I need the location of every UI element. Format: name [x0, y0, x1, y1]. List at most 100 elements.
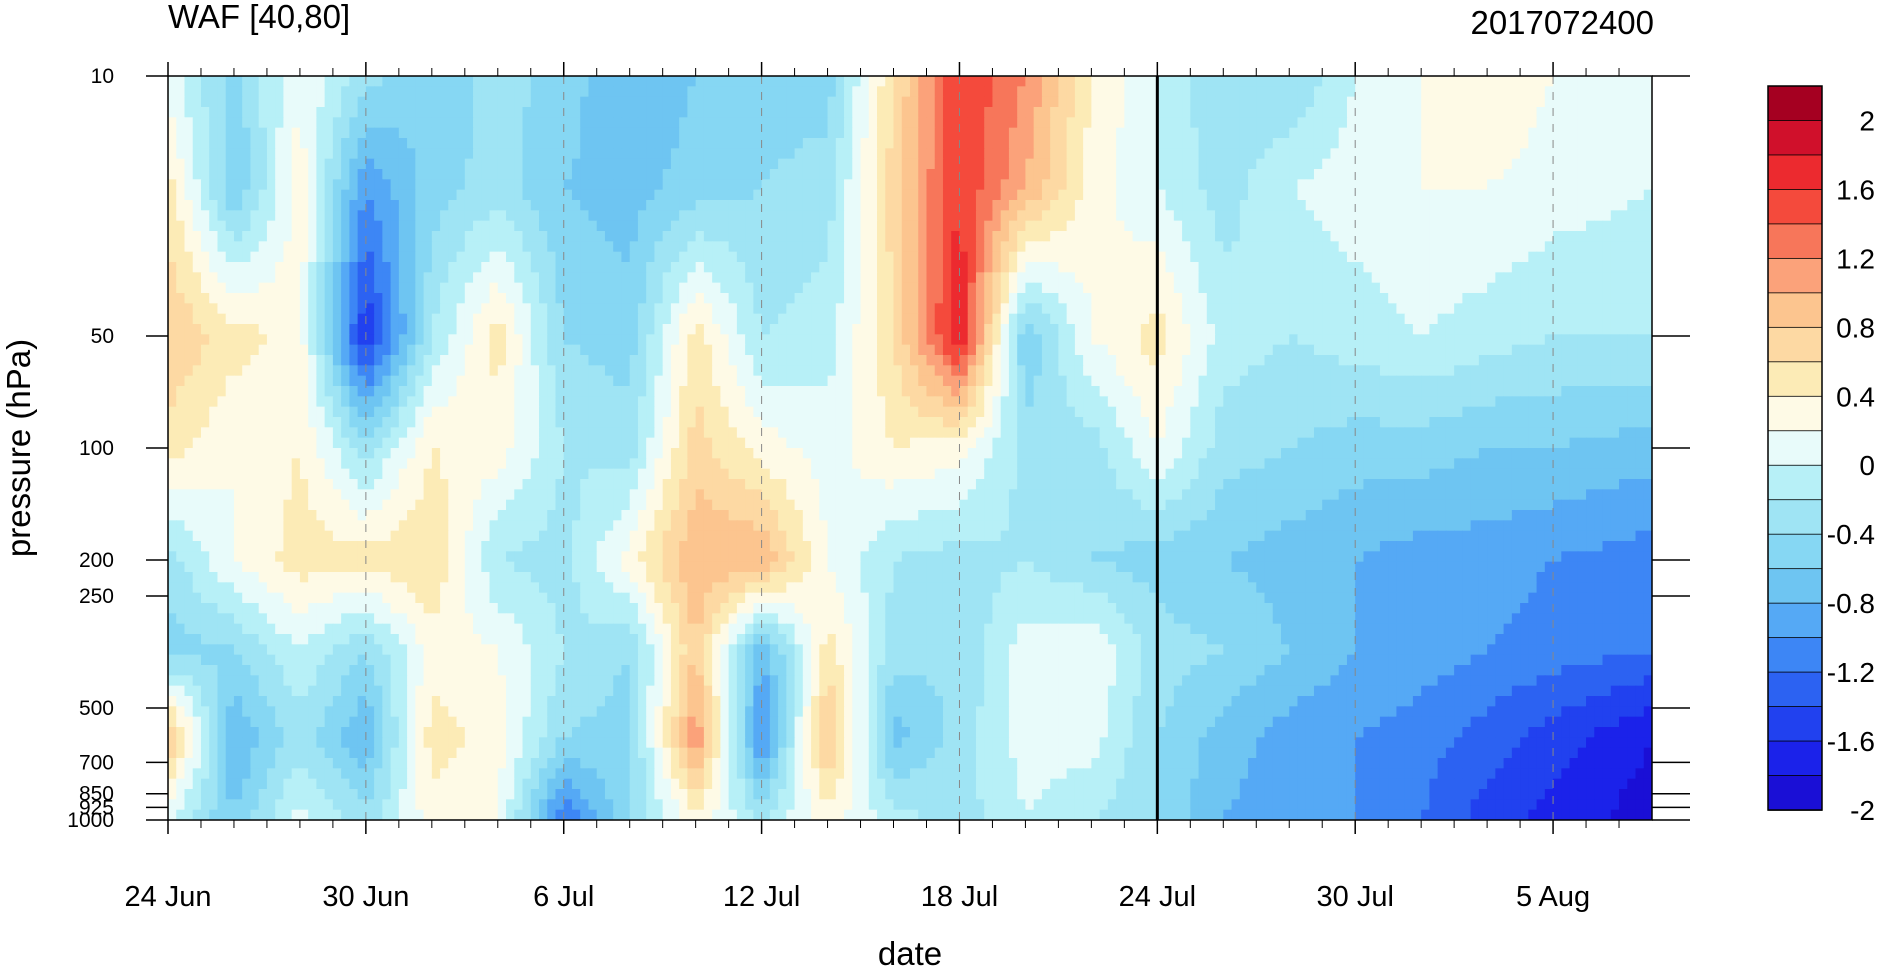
field-cell: [1643, 86, 1652, 98]
field-cell: [1157, 158, 1167, 170]
field-cell: [1248, 293, 1257, 304]
field-cell: [942, 272, 952, 284]
field-cell: [1305, 179, 1315, 191]
field-cell: [440, 303, 449, 315]
field-cell: [1602, 313, 1612, 325]
field-cell: [1610, 189, 1620, 201]
field-cell: [1388, 334, 1398, 346]
field-cell: [1206, 303, 1216, 315]
field-cell: [1091, 169, 1101, 180]
field-cell: [1124, 272, 1134, 284]
field-cell: [217, 313, 227, 325]
field-cell: [1330, 241, 1340, 253]
field-cell: [1215, 293, 1224, 304]
field-cell: [844, 344, 853, 356]
field-cell: [942, 313, 952, 325]
field-cell: [975, 231, 985, 242]
field-cell: [382, 117, 392, 129]
field-cell: [1363, 303, 1373, 315]
field-cell: [951, 148, 961, 160]
field-cell: [1107, 127, 1117, 139]
field-cell: [374, 148, 383, 160]
field-cell: [811, 272, 820, 284]
field-cell: [530, 251, 540, 263]
field-cell: [745, 251, 754, 263]
field-cell: [1561, 107, 1571, 118]
field-cell: [316, 272, 326, 284]
field-cell: [1231, 86, 1241, 98]
field-cell: [266, 324, 276, 335]
field-cell: [225, 158, 235, 170]
field-cell: [1610, 169, 1620, 180]
field-cell: [250, 179, 260, 191]
field-cell: [918, 324, 928, 335]
field-cell: [1157, 251, 1167, 263]
field-cell: [1132, 107, 1142, 118]
field-cell: [1429, 200, 1439, 211]
field-cell: [1050, 210, 1059, 222]
field-cell: [1107, 169, 1117, 180]
field-cell: [835, 138, 845, 149]
field-cell: [1231, 107, 1241, 118]
field-cell: [885, 220, 895, 232]
field-cell: [266, 148, 276, 160]
field-cell: [1050, 241, 1059, 253]
field-cell: [720, 127, 730, 139]
field-cell: [1503, 169, 1513, 180]
field-cell: [934, 189, 944, 201]
field-cell: [1107, 107, 1117, 118]
field-cell: [1503, 127, 1513, 139]
field-cell: [769, 355, 779, 366]
field-cell: [1256, 231, 1266, 242]
field-cell: [1017, 210, 1027, 222]
field-cell: [176, 86, 186, 98]
field-cell: [514, 189, 524, 201]
field-cell: [200, 158, 210, 170]
field-cell: [1248, 241, 1257, 253]
field-cell: [1429, 210, 1439, 222]
field-cell: [258, 262, 268, 273]
field-cell: [431, 344, 441, 356]
field-cell: [769, 334, 779, 346]
field-cell: [1454, 158, 1463, 170]
field-cell: [539, 231, 548, 242]
field-cell: [1149, 241, 1158, 253]
field-cell: [1635, 262, 1645, 273]
field-cell: [769, 138, 779, 149]
field-cell: [1083, 355, 1092, 366]
field-cell: [423, 138, 433, 149]
field-cell: [1561, 138, 1571, 149]
field-cell: [1132, 200, 1142, 211]
field-cell: [646, 303, 656, 315]
field-cell: [654, 86, 664, 98]
field-cell: [885, 355, 895, 366]
field-cell: [1462, 251, 1472, 263]
field-cell: [827, 158, 837, 170]
field-cell: [1454, 96, 1463, 108]
field-cell: [571, 96, 581, 108]
field-cell: [1305, 189, 1315, 201]
field-cell: [283, 169, 293, 180]
field-cell: [349, 262, 359, 273]
field-cell: [885, 158, 895, 170]
field-cell: [349, 117, 359, 129]
field-cell: [1627, 272, 1637, 284]
field-cell: [200, 293, 210, 304]
field-cell: [1355, 86, 1365, 98]
field-cell: [1165, 127, 1175, 139]
field-cell: [1239, 189, 1249, 201]
field-cell: [1355, 179, 1365, 191]
field-cell: [184, 355, 194, 366]
field-cell: [1025, 251, 1035, 263]
field-cell: [473, 127, 482, 139]
field-cell: [1511, 293, 1521, 304]
field-cell: [291, 355, 301, 366]
field-cell: [1495, 251, 1505, 263]
field-cell: [1008, 220, 1018, 232]
field-cell: [233, 96, 243, 108]
field-cell: [910, 86, 919, 98]
field-cell: [407, 231, 416, 242]
field-cell: [1124, 282, 1134, 294]
field-cell: [225, 344, 235, 356]
field-cell: [819, 313, 829, 325]
